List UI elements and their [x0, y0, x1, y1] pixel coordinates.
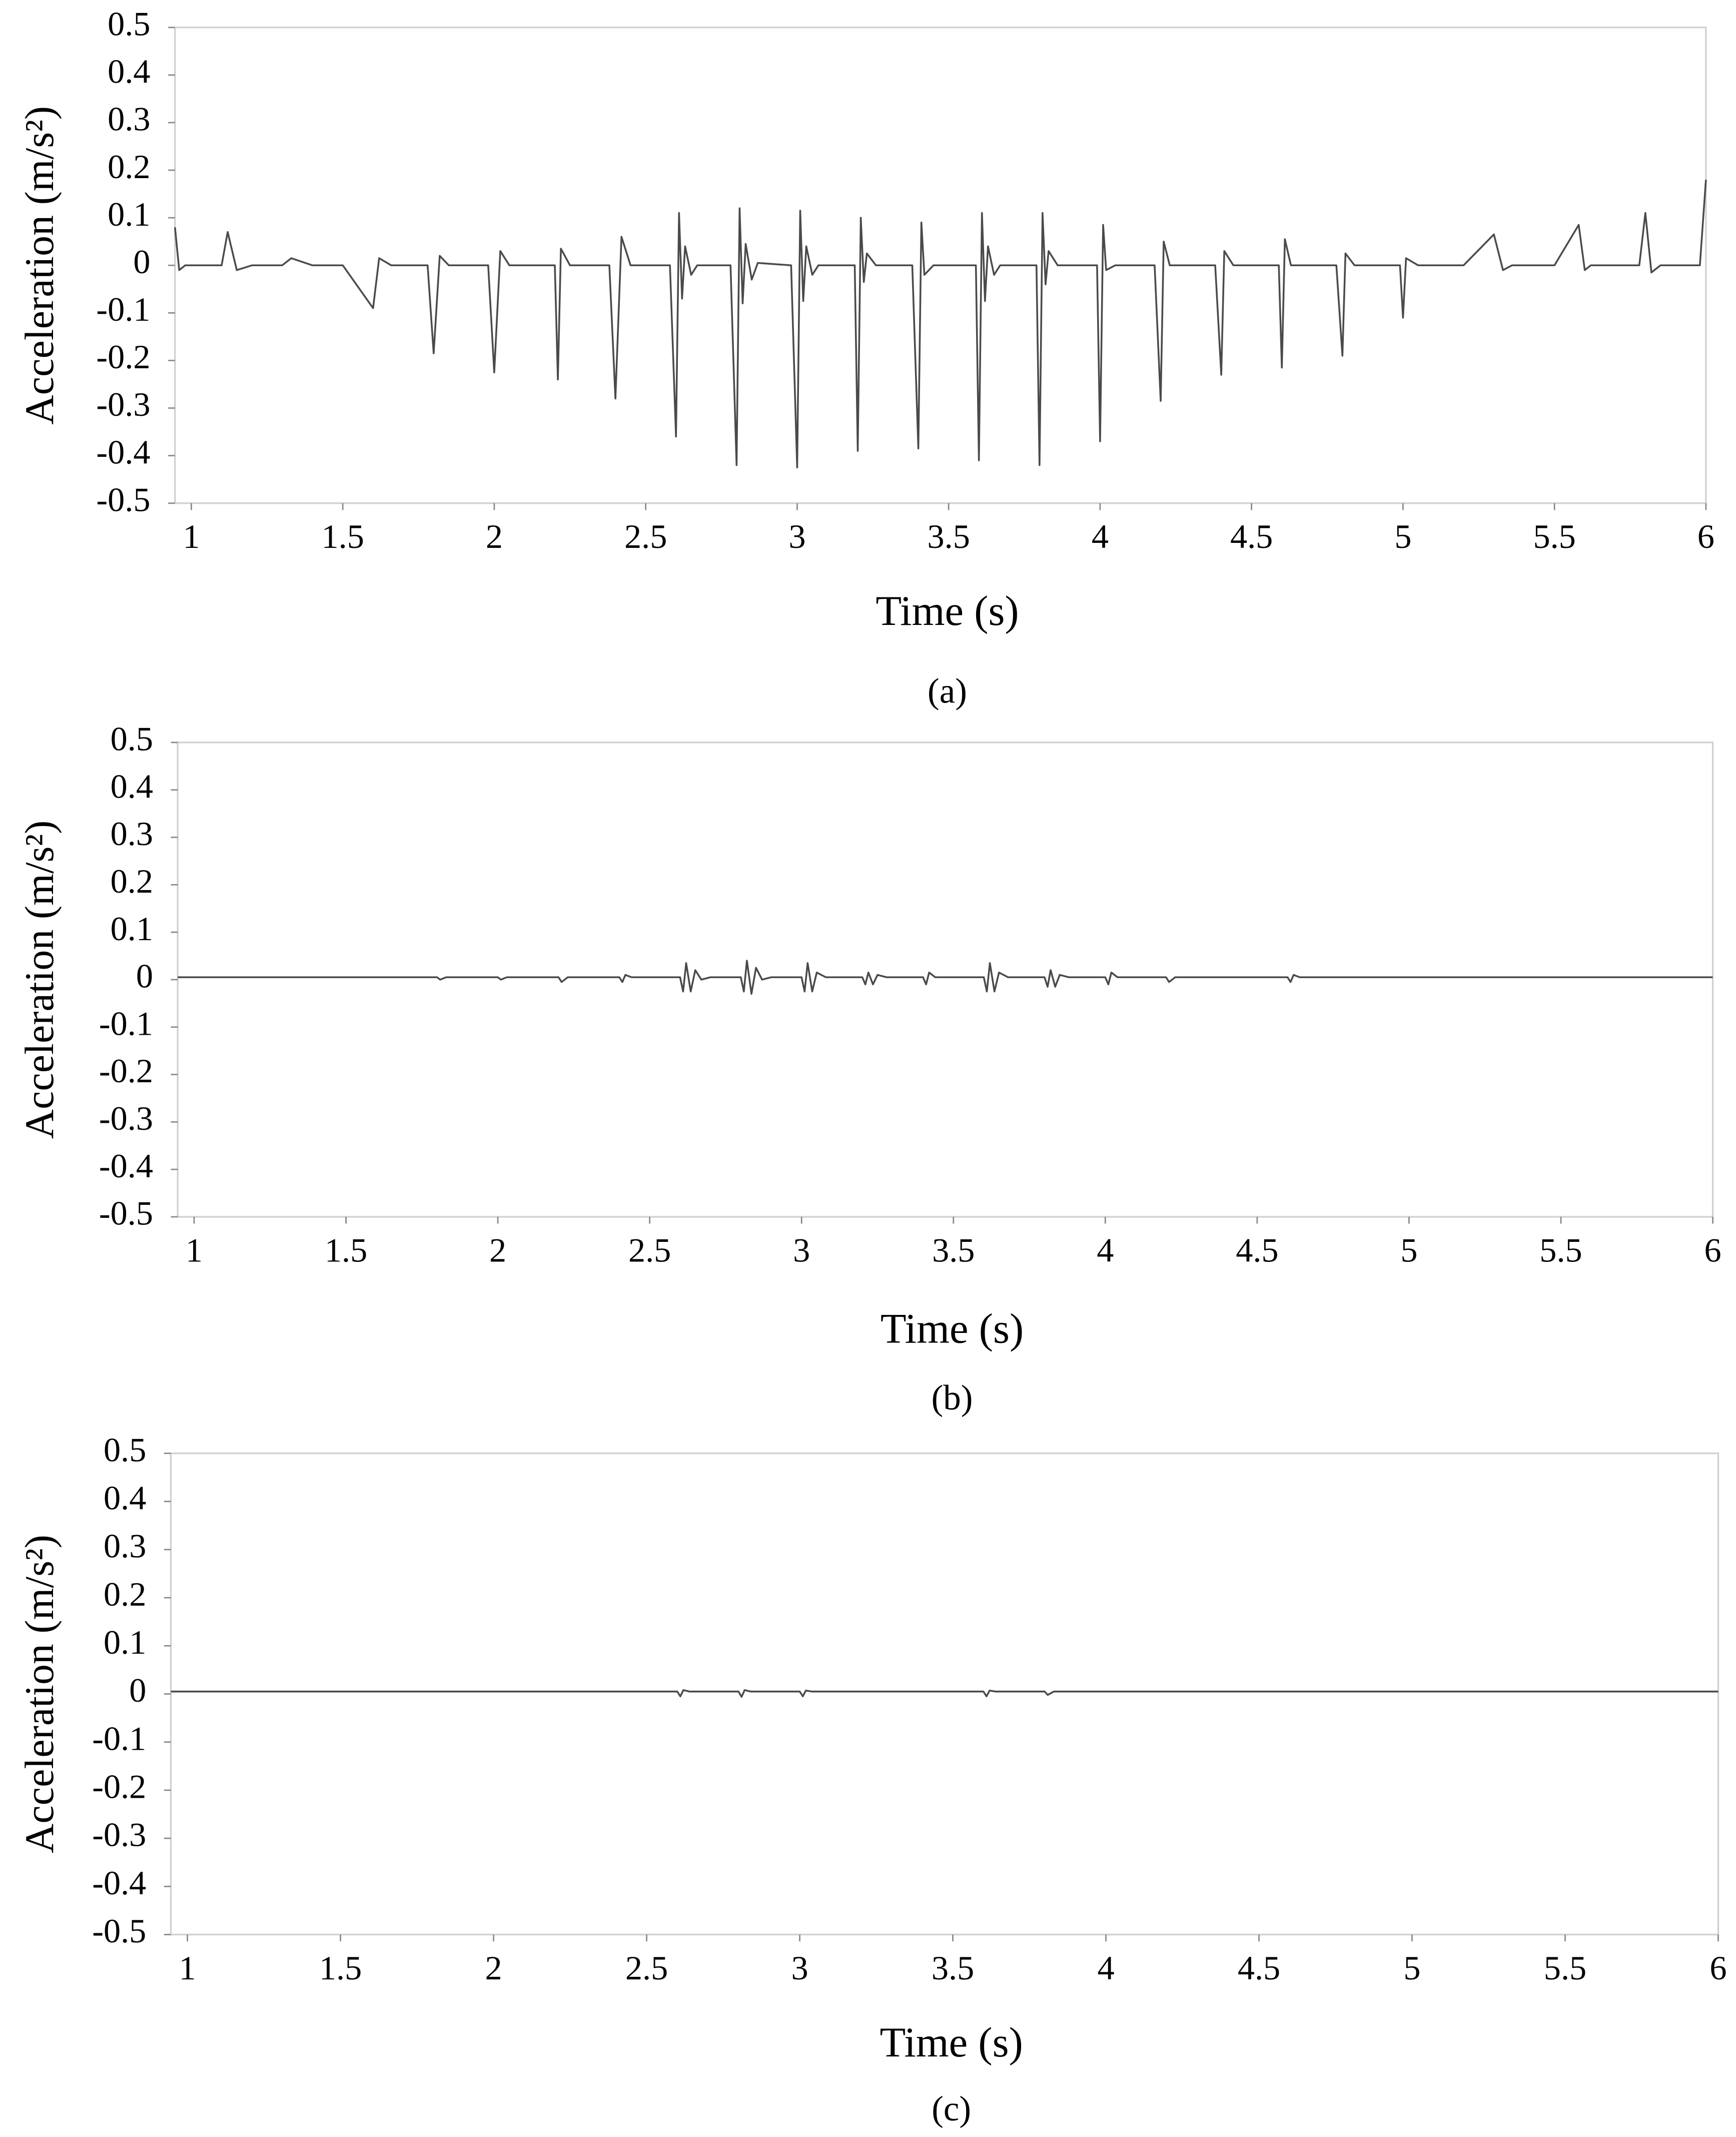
y-tick-label: 0.5	[104, 1431, 146, 1469]
y-tick-label: 0.4	[108, 53, 150, 91]
x-tick-label: 5	[1400, 1231, 1417, 1269]
x-axis-title: Time (s)	[881, 1306, 1024, 1352]
y-tick-label: -0.2	[92, 1768, 146, 1806]
x-tick-label: 3.5	[927, 517, 970, 555]
y-axis-title: Acceleration (m/s²)	[17, 821, 62, 1139]
x-tick-label: 6	[1709, 1949, 1726, 1987]
x-tick-label: 3	[788, 517, 805, 555]
x-tick-label: 3.5	[932, 1231, 975, 1269]
y-tick-label: 0.3	[108, 100, 150, 138]
x-tick-label: 1.5	[325, 1231, 367, 1269]
x-tick-label: 4.5	[1230, 517, 1273, 555]
plot-frame	[177, 742, 1714, 1218]
x-tick-label: 1	[179, 1949, 196, 1987]
x-tick-label: 6	[1704, 1231, 1721, 1269]
x-tick-label: 5.5	[1539, 1231, 1582, 1269]
x-tick-label: 2.5	[624, 517, 667, 555]
x-tick-label: 6	[1697, 517, 1714, 555]
x-tick-label: 3	[793, 1231, 810, 1269]
y-axis-title: Acceleration (m/s²)	[17, 106, 62, 425]
y-tick-label: 0.3	[111, 815, 153, 853]
x-tick-label: 2	[489, 1231, 506, 1269]
y-tick-label: 0.2	[104, 1575, 146, 1613]
plot-frame	[170, 1452, 1719, 1936]
y-tick-label: -0.3	[99, 1099, 153, 1137]
x-tick-label: 5.5	[1544, 1949, 1586, 1987]
data-line	[174, 180, 1707, 469]
x-tick-label: 4	[1092, 517, 1109, 555]
y-tick-label: 0.1	[108, 195, 150, 233]
y-tick-label: 0.3	[104, 1527, 146, 1565]
x-tick-label: 2	[485, 1949, 502, 1987]
x-tick-label: 4	[1097, 1231, 1114, 1269]
x-tick-label: 1.5	[321, 517, 364, 555]
y-tick-label: 0.4	[104, 1479, 146, 1517]
y-tick-label: 0	[136, 957, 153, 995]
x-tick-label: 3	[791, 1949, 808, 1987]
x-tick-label: 4.5	[1236, 1231, 1278, 1269]
x-tick-label: 4.5	[1238, 1949, 1280, 1987]
y-tick-label: -0.3	[92, 1816, 146, 1854]
x-tick-label: 4	[1097, 1949, 1114, 1987]
y-tick-label: 0.5	[108, 5, 150, 43]
y-tick-label: 0	[129, 1671, 146, 1709]
x-tick-label: 1	[183, 517, 200, 555]
y-tick-label: -0.4	[92, 1864, 146, 1902]
x-tick-label: 5	[1403, 1949, 1420, 1987]
y-tick-label: -0.1	[99, 1004, 153, 1042]
y-tick-label: 0.1	[111, 910, 153, 948]
x-tick-label: 1.5	[319, 1949, 362, 1987]
y-tick-label: -0.5	[99, 1194, 153, 1232]
data-line	[178, 960, 1713, 995]
x-axis-title: Time (s)	[876, 588, 1019, 634]
data-line	[171, 1689, 1718, 1698]
x-tick-label: 2	[486, 517, 503, 555]
x-tick-label: 2.5	[625, 1949, 668, 1987]
y-tick-label: -0.3	[96, 385, 150, 423]
x-axis-title: Time (s)	[880, 2019, 1023, 2066]
y-tick-label: 0.1	[104, 1623, 146, 1661]
y-tick-label: -0.2	[96, 338, 150, 376]
y-tick-label: -0.2	[99, 1052, 153, 1090]
y-tick-label: 0.5	[111, 720, 153, 758]
y-tick-label: 0.2	[108, 148, 150, 186]
x-tick-label: 1	[186, 1231, 203, 1269]
y-tick-label: 0.2	[111, 862, 153, 900]
panel-caption: (b)	[932, 1378, 973, 1417]
x-tick-label: 3.5	[932, 1949, 974, 1987]
y-tick-label: -0.1	[96, 290, 150, 328]
y-axis-title: Acceleration (m/s²)	[17, 1535, 62, 1853]
y-tick-label: -0.5	[96, 480, 150, 518]
panel-caption: (c)	[932, 2089, 971, 2128]
y-tick-label: -0.5	[92, 1912, 146, 1950]
x-tick-label: 5	[1394, 517, 1411, 555]
x-tick-label: 5.5	[1533, 517, 1575, 555]
y-tick-label: -0.4	[96, 433, 150, 471]
x-tick-label: 2.5	[628, 1231, 671, 1269]
panel-caption: (a)	[928, 672, 967, 711]
y-tick-label: 0	[133, 243, 150, 281]
y-tick-label: -0.4	[99, 1147, 153, 1185]
y-tick-label: -0.1	[92, 1719, 146, 1757]
y-tick-label: 0.4	[111, 767, 153, 805]
